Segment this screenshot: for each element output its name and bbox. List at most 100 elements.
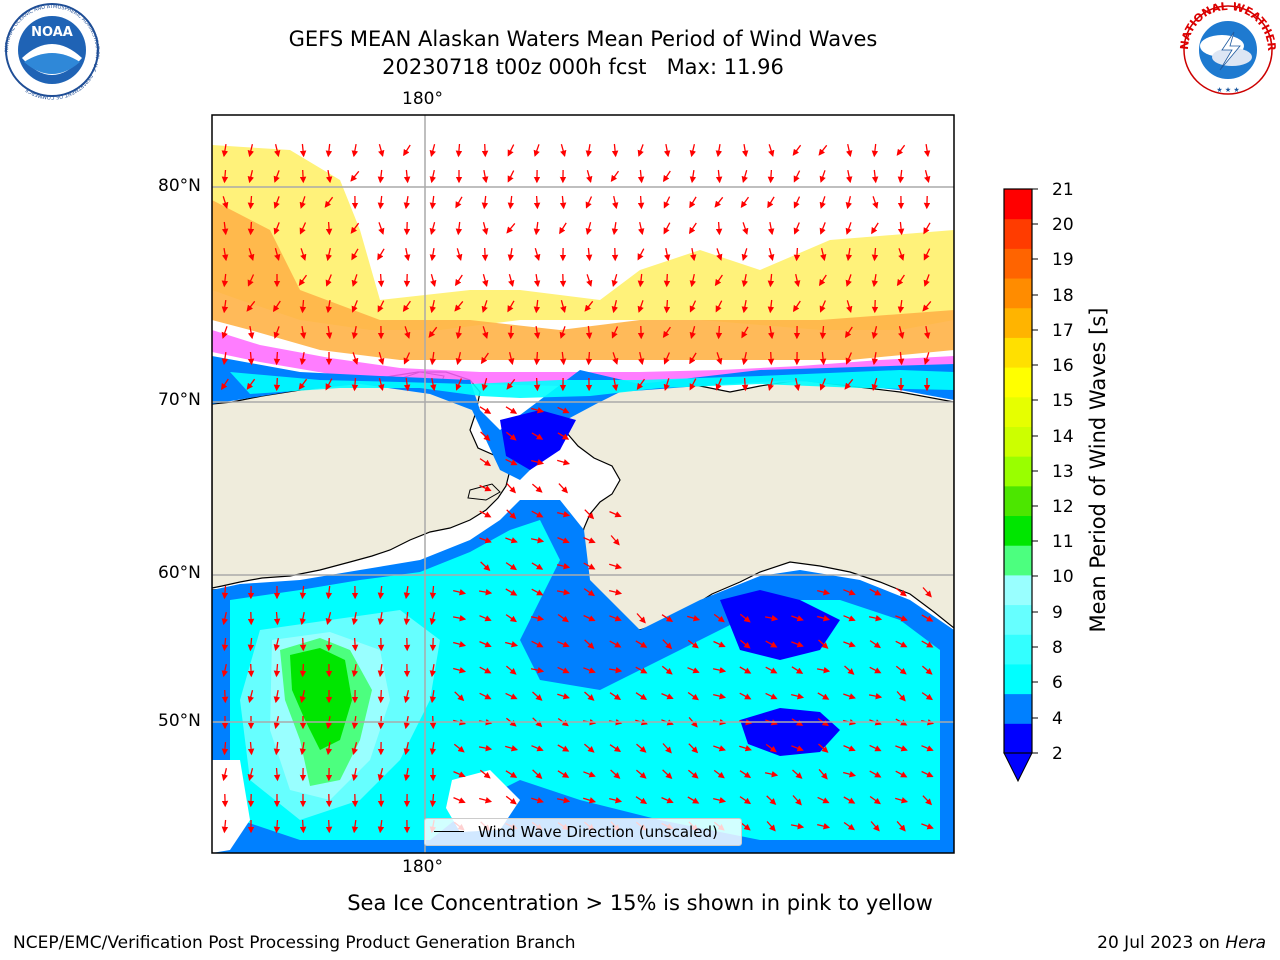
- wave-direction-arrow: [869, 640, 881, 649]
- wave-direction-arrow: [687, 769, 699, 779]
- wave-direction-arrow: [741, 170, 748, 184]
- wave-direction-arrow: [767, 169, 775, 184]
- wave-direction-arrow: [352, 352, 359, 365]
- wave-direction-arrow: [818, 144, 828, 156]
- wave-direction-arrow: [378, 222, 385, 235]
- wave-direction-arrow: [923, 274, 930, 287]
- wave-direction-arrow: [377, 664, 385, 678]
- wave-direction-arrow: [480, 352, 489, 365]
- wave-direction-arrow: [765, 743, 777, 753]
- wave-direction-arrow: [325, 247, 332, 262]
- longitude-label-bottom: 180°: [402, 857, 443, 877]
- wave-direction-arrow: [845, 196, 852, 210]
- wave-direction-arrow: [687, 639, 699, 649]
- wave-direction-arrow: [455, 325, 463, 340]
- wave-direction-arrow: [584, 639, 595, 649]
- wave-direction-arrow: [843, 641, 856, 648]
- wave-direction-arrow: [299, 741, 307, 756]
- wave-direction-arrow: [896, 691, 906, 702]
- wave-direction-arrow: [687, 667, 700, 674]
- colorbar-tick-label: 9: [1052, 603, 1063, 623]
- wave-direction-arrow: [843, 589, 856, 596]
- wave-direction-arrow: [898, 248, 905, 261]
- wave-direction-arrow: [713, 745, 726, 752]
- wave-direction-arrow: [868, 692, 883, 700]
- colorbar-tick-label: 12: [1052, 497, 1074, 517]
- wave-direction-arrow: [585, 247, 593, 262]
- wave-direction-arrow: [687, 615, 701, 622]
- wave-direction-arrow: [481, 378, 488, 392]
- wave-direction-arrow: [559, 351, 567, 366]
- wave-direction-arrow: [505, 770, 518, 778]
- wave-direction-arrow: [663, 378, 670, 391]
- wave-direction-arrow: [819, 378, 826, 391]
- wave-direction-arrow: [817, 589, 831, 596]
- wave-direction-arrow: [584, 691, 595, 701]
- wave-direction-arrow: [895, 770, 908, 778]
- wave-direction-arrow: [585, 351, 593, 366]
- colorbar-band: [1004, 663, 1032, 695]
- wave-direction-arrow: [843, 615, 856, 622]
- wave-direction-arrow: [609, 615, 622, 622]
- wave-direction-arrow: [221, 611, 228, 626]
- wave-direction-arrow: [299, 611, 307, 626]
- wave-direction-arrow: [482, 326, 489, 339]
- wave-direction-arrow: [766, 821, 776, 832]
- wave-direction-arrow: [820, 248, 827, 262]
- wave-direction-arrow: [507, 170, 515, 183]
- wave-direction-arrow: [687, 796, 700, 804]
- wave-direction-arrow: [739, 770, 752, 779]
- wave-direction-arrow: [663, 273, 671, 288]
- wave-direction-arrow: [713, 769, 725, 779]
- wave-direction-arrow: [790, 822, 805, 830]
- wave-direction-arrow: [247, 195, 255, 210]
- wave-direction-arrow: [741, 143, 749, 158]
- wave-direction-arrow: [637, 144, 644, 157]
- wave-direction-arrow: [377, 169, 385, 184]
- wave-direction-arrow: [768, 144, 775, 157]
- noaa-logo: NOAA NATIONAL OCEANIC AND ATMOSPHERIC AD…: [4, 3, 100, 100]
- wave-direction-arrow: [923, 144, 931, 158]
- wave-direction-arrow: [481, 247, 489, 262]
- wave-direction-arrow: [715, 325, 723, 340]
- wave-direction-arrow: [792, 795, 802, 806]
- wave-direction-arrow: [767, 351, 775, 366]
- wave-direction-arrow: [583, 743, 595, 753]
- wave-direction-arrow: [791, 666, 804, 674]
- wave-direction-arrow: [635, 796, 648, 805]
- wave-direction-arrow: [716, 248, 723, 261]
- wave-direction-arrow: [429, 144, 436, 158]
- wave-direction-arrow: [479, 615, 492, 622]
- wave-direction-arrow: [637, 300, 644, 313]
- wave-direction-arrow: [246, 300, 256, 312]
- wave-direction-arrow: [377, 820, 385, 834]
- wave-direction-arrow: [687, 691, 699, 701]
- wave-direction-arrow: [351, 143, 359, 158]
- wave-direction-arrow: [740, 196, 750, 208]
- wave-direction-arrow: [742, 222, 749, 235]
- wave-direction-arrow: [508, 352, 515, 366]
- wave-direction-arrow: [325, 274, 332, 287]
- wave-direction-arrow: [533, 274, 541, 288]
- wave-direction-arrow: [351, 637, 359, 652]
- wave-direction-arrow: [897, 351, 905, 366]
- colorbar: 21 20 19 18 17 16 15 14 13 12 11 10 9 8 6 4 2: [1003, 180, 1074, 783]
- wave-direction-arrow: [507, 300, 515, 313]
- wave-direction-arrow: [351, 300, 358, 313]
- wave-direction-arrow: [247, 741, 255, 756]
- wave-direction-arrow: [377, 195, 385, 210]
- wave-direction-arrow: [557, 666, 570, 674]
- wave-direction-arrow: [895, 615, 908, 622]
- wave-direction-arrow: [585, 222, 592, 236]
- colorbar-label: Mean Period of Wind Waves [s]: [1086, 307, 1110, 633]
- wave-direction-arrow: [896, 274, 905, 287]
- wave-direction-arrow: [586, 274, 593, 287]
- wave-direction-arrow: [481, 195, 489, 210]
- wave-direction-arrow: [793, 170, 801, 183]
- wave-direction-arrow: [429, 169, 436, 184]
- wave-period-field: [212, 356, 954, 853]
- wave-direction-arrow: [531, 459, 545, 466]
- wave-direction-arrow: [531, 562, 544, 570]
- wave-direction-arrow: [351, 767, 359, 782]
- wave-direction-arrow: [403, 247, 411, 262]
